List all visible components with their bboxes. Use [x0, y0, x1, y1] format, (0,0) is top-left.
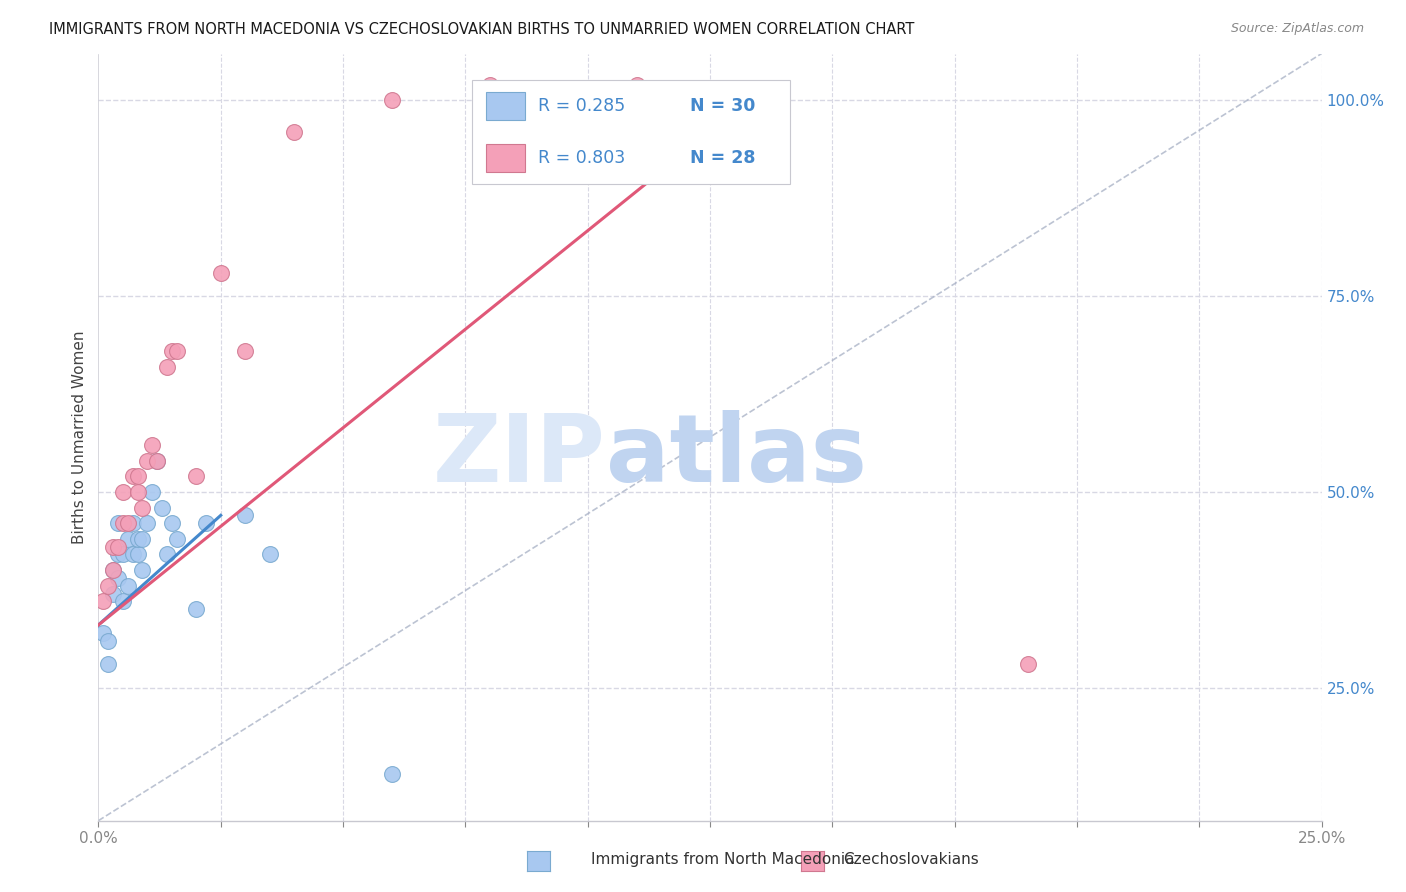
Bar — [486, 144, 526, 172]
Point — [186, 469, 208, 483]
Point — [107, 516, 129, 531]
Text: Czechoslovakians: Czechoslovakians — [844, 853, 980, 867]
Point — [381, 94, 404, 108]
Point — [141, 484, 163, 499]
Point — [259, 548, 281, 562]
Point — [91, 625, 114, 640]
Point — [156, 359, 179, 374]
Point — [111, 516, 134, 531]
Point — [121, 469, 143, 483]
Point — [111, 594, 134, 608]
Text: IMMIGRANTS FROM NORTH MACEDONIA VS CZECHOSLOVAKIAN BIRTHS TO UNMARRIED WOMEN COR: IMMIGRANTS FROM NORTH MACEDONIA VS CZECH… — [49, 22, 914, 37]
Point — [283, 125, 305, 139]
Text: R = 0.803: R = 0.803 — [537, 149, 624, 167]
Point — [111, 484, 134, 499]
Point — [101, 563, 124, 577]
Point — [97, 657, 120, 671]
Text: ZIP: ZIP — [433, 410, 606, 502]
Point — [97, 633, 120, 648]
Point — [156, 548, 179, 562]
Point — [107, 540, 129, 554]
Text: Immigrants from North Macedonia: Immigrants from North Macedonia — [591, 853, 853, 867]
Point — [131, 532, 153, 546]
Point — [146, 453, 169, 467]
Bar — [486, 92, 526, 120]
Point — [111, 548, 134, 562]
Point — [146, 453, 169, 467]
Point — [121, 548, 143, 562]
Point — [160, 516, 183, 531]
Point — [101, 563, 124, 577]
Point — [127, 532, 149, 546]
Point — [576, 94, 599, 108]
Point — [233, 508, 256, 523]
Point — [101, 587, 124, 601]
Point — [626, 78, 648, 92]
Point — [127, 484, 149, 499]
Text: N = 28: N = 28 — [690, 149, 756, 167]
Y-axis label: Births to Unmarried Women: Births to Unmarried Women — [72, 330, 87, 544]
Point — [381, 766, 404, 780]
Point — [195, 516, 218, 531]
Point — [1017, 657, 1039, 671]
Point — [131, 563, 153, 577]
Point — [117, 532, 139, 546]
Point — [101, 540, 124, 554]
Point — [160, 343, 183, 358]
Point — [166, 343, 188, 358]
Point — [121, 516, 143, 531]
Point — [107, 548, 129, 562]
Point — [91, 594, 114, 608]
Point — [233, 343, 256, 358]
Text: R = 0.285: R = 0.285 — [537, 97, 624, 115]
Text: atlas: atlas — [606, 410, 868, 502]
Point — [136, 516, 159, 531]
Point — [107, 571, 129, 585]
Point — [141, 438, 163, 452]
Point — [97, 579, 120, 593]
Point — [117, 579, 139, 593]
Point — [127, 469, 149, 483]
Text: N = 30: N = 30 — [690, 97, 756, 115]
Point — [127, 548, 149, 562]
Point — [209, 266, 232, 280]
Point — [136, 453, 159, 467]
FancyBboxPatch shape — [471, 80, 790, 184]
Text: Source: ZipAtlas.com: Source: ZipAtlas.com — [1230, 22, 1364, 36]
Point — [748, 148, 770, 162]
Point — [478, 78, 501, 92]
Point — [131, 500, 153, 515]
Point — [150, 500, 173, 515]
Point — [117, 516, 139, 531]
Point — [166, 532, 188, 546]
Point — [186, 602, 208, 616]
